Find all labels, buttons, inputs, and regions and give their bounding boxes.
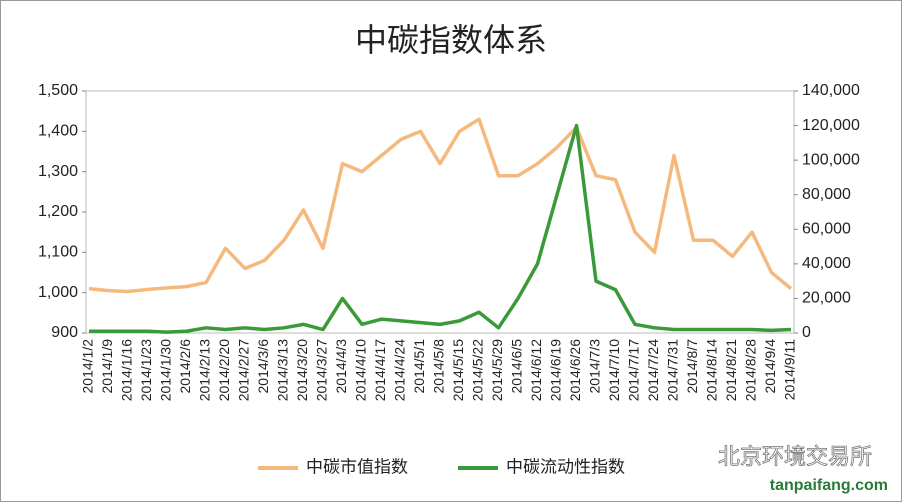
y2-tick-label: 100,000 bbox=[802, 151, 860, 168]
x-tick-label: 2014/1/9 bbox=[99, 339, 115, 394]
x-tick-label: 2014/7/10 bbox=[606, 339, 622, 401]
x-tick-label: 2014/6/5 bbox=[509, 339, 525, 394]
x-tick-label: 2014/5/22 bbox=[470, 339, 486, 401]
x-tick-label: 2014/1/2 bbox=[80, 339, 96, 394]
x-tick-label: 2014/3/13 bbox=[275, 339, 291, 401]
x-tick-label: 2014/1/16 bbox=[119, 339, 135, 401]
x-tick-label: 2014/6/26 bbox=[567, 339, 583, 401]
x-tick-label: 2014/1/23 bbox=[138, 339, 154, 401]
x-tick-label: 2014/3/27 bbox=[314, 339, 330, 401]
x-tick-label: 2014/6/19 bbox=[548, 339, 564, 401]
legend-label: 中碳流动性指数 bbox=[506, 457, 625, 476]
x-tick-label: 2014/7/17 bbox=[626, 339, 642, 401]
x-tick-label: 2014/8/21 bbox=[723, 339, 739, 401]
x-tick-label: 2014/5/8 bbox=[431, 339, 447, 394]
y-tick-label: 1,500 bbox=[38, 82, 78, 99]
x-tick-label: 2014/7/24 bbox=[645, 339, 661, 401]
y2-tick-label: 140,000 bbox=[802, 82, 860, 99]
y-tick-label: 900 bbox=[51, 324, 78, 341]
x-tick-label: 2014/2/13 bbox=[197, 339, 213, 401]
x-tick-label: 2014/2/6 bbox=[177, 339, 193, 394]
watermark: 北京环境交易所 bbox=[718, 444, 872, 469]
x-tick-label: 2014/4/10 bbox=[353, 339, 369, 401]
x-tick-label: 2014/6/12 bbox=[528, 339, 544, 401]
chart-title: 中碳指数体系 bbox=[355, 21, 547, 59]
y2-tick-label: 80,000 bbox=[802, 186, 851, 203]
y2-tick-label: 120,000 bbox=[802, 117, 860, 134]
x-tick-label: 2014/8/7 bbox=[684, 339, 700, 394]
x-tick-label: 2014/8/28 bbox=[743, 339, 759, 401]
x-tick-label: 2014/3/20 bbox=[294, 339, 310, 401]
y2-tick-label: 20,000 bbox=[802, 290, 851, 307]
x-tick-label: 2014/7/31 bbox=[665, 339, 681, 401]
x-tick-label: 2014/4/17 bbox=[372, 339, 388, 401]
y2-tick-label: 60,000 bbox=[802, 221, 851, 238]
x-tick-label: 2014/5/1 bbox=[411, 339, 427, 394]
line-series bbox=[88, 117, 793, 294]
x-tick-label: 2014/2/20 bbox=[216, 339, 232, 401]
x-tick-label: 2014/4/24 bbox=[392, 339, 408, 401]
y-tick-label: 1,200 bbox=[38, 203, 78, 220]
x-tick-label: 2014/1/30 bbox=[158, 339, 174, 401]
x-tick-label: 2014/8/14 bbox=[704, 339, 720, 401]
x-tick-label: 2014/9/11 bbox=[782, 339, 798, 400]
x-tick-label: 2014/5/29 bbox=[489, 339, 505, 401]
y-tick-label: 1,100 bbox=[38, 244, 78, 261]
x-tick-label: 2014/4/3 bbox=[333, 339, 349, 394]
line-series bbox=[89, 123, 792, 334]
x-tick-label: 2014/2/27 bbox=[236, 339, 252, 401]
x-tick-label: 2014/5/15 bbox=[450, 339, 466, 401]
y-tick-label: 1,400 bbox=[38, 123, 78, 140]
y2-tick-label: 40,000 bbox=[802, 255, 851, 272]
legend-label: 中碳市值指数 bbox=[306, 457, 408, 476]
y2-tick-label: 0 bbox=[802, 324, 811, 341]
watermark-url: tanpaifang.com bbox=[770, 477, 888, 494]
x-tick-label: 2014/7/3 bbox=[587, 339, 603, 394]
x-tick-label: 2014/9/4 bbox=[762, 339, 778, 394]
x-tick-label: 2014/3/6 bbox=[255, 339, 271, 394]
y-tick-label: 1,000 bbox=[38, 284, 78, 301]
y-tick-label: 1,300 bbox=[38, 163, 78, 180]
